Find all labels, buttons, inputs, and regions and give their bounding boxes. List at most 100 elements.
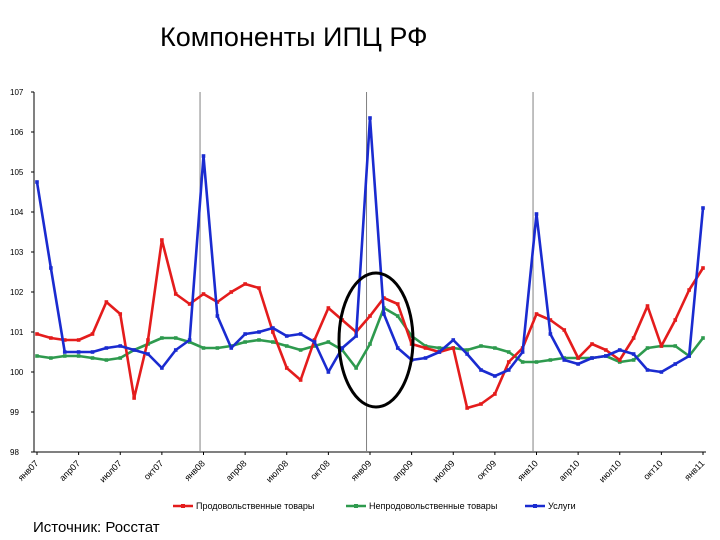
data-point [701,206,705,210]
x-tick-label: окт08 [308,458,331,481]
data-point [423,344,428,348]
data-point [104,346,109,350]
legend-marker [533,504,537,508]
data-point [395,302,400,306]
series-2 [35,116,705,378]
data-point [326,306,331,310]
data-point [229,290,234,294]
data-point [534,312,539,316]
data-point [631,352,636,356]
data-point [604,348,608,352]
data-point [312,340,317,344]
x-tick-label: апр07 [57,458,82,483]
data-point [326,370,331,374]
data-point [506,368,511,372]
data-point [49,336,53,340]
series-line [35,116,705,378]
data-point [673,362,678,366]
data-point [62,350,67,354]
y-tick-label: 102 [10,288,24,297]
data-point [76,338,81,342]
data-point [284,344,289,348]
data-point [187,338,192,342]
data-point [382,312,386,316]
series-line [35,238,705,410]
y-tick-label: 104 [10,208,24,217]
y-tick-label: 103 [10,248,24,257]
data-point [215,346,220,350]
data-point [257,286,261,290]
data-point [271,330,275,334]
data-point [590,342,594,346]
data-point [631,358,636,362]
data-point [284,334,289,338]
data-point [673,344,678,348]
data-point [520,360,525,364]
x-tick-label: апр09 [390,458,415,483]
data-point [562,358,567,362]
x-tick-label: июл08 [264,458,290,484]
data-point [451,338,456,342]
data-point [340,346,345,350]
data-point [49,266,53,270]
data-point [201,292,206,296]
data-point [506,350,511,354]
data-point [201,346,206,350]
data-point [160,238,164,242]
y-tick-label: 98 [10,448,19,457]
x-tick-label: июл10 [597,458,623,484]
data-point [479,402,483,406]
data-point [687,288,691,292]
data-point [90,356,95,360]
data-point [479,344,483,348]
data-point [298,378,303,382]
highlight-ellipse [337,271,415,409]
data-point [368,314,372,318]
data-point [271,340,275,344]
data-point [146,338,150,342]
data-point [118,312,123,316]
data-point [548,332,553,336]
x-tick-label: янв08 [182,458,206,482]
y-tick-label: 107 [10,88,24,97]
data-point [312,338,317,342]
y-tick-label: 101 [10,328,24,337]
data-point [465,352,469,356]
y-tick-label: 105 [10,168,24,177]
data-point [215,314,220,318]
data-point [257,330,261,334]
data-point [617,360,622,364]
x-tick-label: янв10 [515,458,539,482]
data-point [604,354,608,358]
data-point [62,338,67,342]
x-tick-label: июл07 [98,458,124,484]
data-point [229,346,234,350]
data-point [617,348,622,352]
data-point [90,350,95,354]
source-note: Источник: Росстат [33,519,160,536]
data-point [576,362,580,366]
data-point [118,356,123,360]
data-point [35,332,39,336]
data-point [76,350,81,354]
data-point [187,302,192,306]
data-point [659,370,664,374]
data-point [160,366,164,370]
data-point [465,348,469,352]
data-point [548,318,553,322]
data-point [284,366,289,370]
data-point [368,116,372,120]
data-point [548,358,553,362]
x-tick-label: янв09 [349,458,373,482]
data-point [173,336,178,340]
legend-marker [354,504,358,508]
y-tick-label: 99 [10,408,19,417]
data-point [271,326,275,330]
x-tick-label: апр10 [557,458,582,483]
data-point [562,328,567,332]
data-point [493,374,497,378]
data-point [90,332,95,336]
data-point [645,304,650,308]
data-point [506,360,511,364]
data-point [437,346,442,350]
